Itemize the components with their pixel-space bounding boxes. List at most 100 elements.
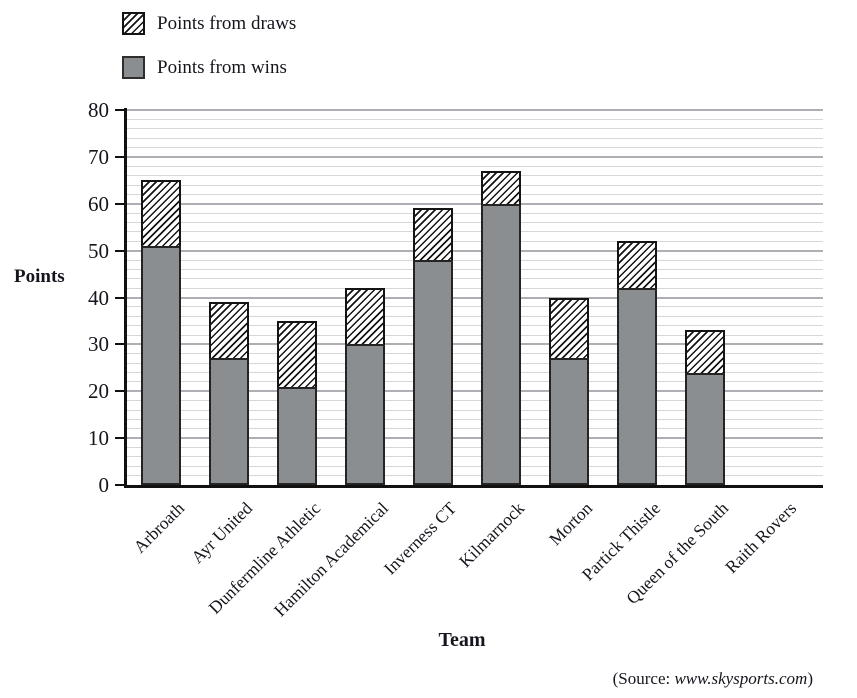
y-axis-tick-30 (115, 343, 127, 346)
bar-segment-draws-kilmarnock (480, 170, 521, 204)
major-gridline-20 (127, 390, 823, 393)
minor-gridline-78 (127, 118, 823, 120)
x-axis-line (124, 485, 823, 488)
major-gridline-50 (127, 249, 823, 252)
minor-gridline-12 (127, 428, 823, 430)
minor-gridline-16 (127, 409, 823, 411)
minor-gridline-66 (127, 175, 823, 177)
bar-segment-draws-morton (548, 297, 589, 359)
y-tick-label-40: 40 (88, 285, 109, 310)
bar-segment-wins-arbroath (140, 245, 181, 485)
minor-gridline-72 (127, 147, 823, 148)
major-gridline-30 (127, 343, 823, 346)
minor-gridline-52 (127, 240, 823, 242)
bar-segment-wins-hamilton-academical (344, 344, 385, 485)
major-gridline-40 (127, 296, 823, 299)
minor-gridline-68 (127, 165, 823, 167)
major-gridline-60 (127, 202, 823, 205)
bar-segment-draws-dunfermline-athletic (276, 320, 317, 387)
bar-arbroath (140, 180, 181, 485)
minor-gridline-44 (127, 278, 823, 280)
minor-gridline-24 (127, 372, 823, 373)
minor-gridline-26 (127, 362, 823, 364)
minor-gridline-54 (127, 231, 823, 233)
y-tick-label-20: 20 (88, 379, 109, 404)
minor-gridline-42 (127, 287, 823, 289)
minor-gridline-6 (127, 456, 823, 458)
bar-segment-draws-queen-of-the-south (684, 330, 725, 373)
bar-morton (548, 297, 589, 485)
minor-gridline-2 (127, 475, 823, 477)
minor-gridline-4 (127, 465, 823, 467)
y-tick-label-10: 10 (88, 426, 109, 451)
legend-item-wins: Points from wins (122, 56, 287, 79)
y-tick-label-0: 0 (98, 473, 110, 497)
minor-gridline-56 (127, 222, 823, 223)
minor-gridline-46 (127, 268, 823, 270)
bar-queen-of-the-south (684, 330, 725, 485)
minor-gridline-62 (127, 193, 823, 195)
bar-kilmarnock (480, 170, 521, 485)
y-tick-label-70: 70 (88, 144, 109, 169)
bar-segment-draws-ayr-united (208, 302, 249, 359)
bar-hamilton-academical (344, 288, 385, 485)
minor-gridline-58 (127, 212, 823, 214)
y-axis-title: Points (14, 266, 65, 287)
y-axis-tick-20 (115, 390, 127, 393)
bar-segment-wins-ayr-united (208, 358, 249, 485)
x-axis-title: Team (438, 629, 486, 651)
legend-swatch-wins-solid (122, 56, 145, 79)
bar-segment-draws-hamilton-academical (344, 288, 385, 345)
minor-gridline-36 (127, 315, 823, 317)
legend-item-draws: Points from draws (122, 12, 296, 35)
y-axis-tick-70 (115, 155, 127, 158)
bar-segment-wins-queen-of-the-south (684, 372, 725, 485)
minor-gridline-14 (127, 418, 823, 420)
y-tick-label-30: 30 (88, 332, 109, 357)
minor-gridline-38 (127, 306, 823, 308)
y-axis-tick-10 (115, 437, 127, 440)
bar-segment-wins-kilmarnock (480, 203, 521, 485)
bar-segment-draws-inverness-ct (412, 208, 453, 260)
source-suffix: ) (807, 669, 813, 688)
bar-segment-wins-dunfermline-athletic (276, 386, 317, 485)
plot-area: 0 10 20 30 40 50 60 70 80 Arbroath Ayr United Dunfe… (88, 99, 823, 620)
bar-segment-wins-morton (548, 358, 589, 485)
bar-segment-draws-arbroath (140, 180, 181, 246)
minor-gridline-48 (127, 259, 823, 261)
source-prefix: (Source: (612, 669, 675, 688)
y-axis-tick-50 (115, 249, 127, 252)
minor-gridline-64 (127, 184, 823, 186)
y-tick-label-50: 50 (88, 238, 109, 263)
bar-segment-wins-partick-thistle (616, 288, 657, 485)
major-gridline-80 (127, 109, 823, 111)
bar-segment-wins-inverness-ct (412, 260, 453, 485)
source-url: www.skysports.com (674, 669, 808, 688)
minor-gridline-18 (127, 400, 823, 402)
y-axis-tick-0 (115, 484, 127, 486)
legend-swatch-draws-hatch (122, 12, 145, 35)
bar-partick-thistle (616, 241, 657, 485)
legend-label-wins: Points from wins (157, 56, 287, 78)
y-axis-tick-80 (115, 109, 127, 111)
bar-inverness-ct (412, 208, 453, 485)
y-axis-tick-60 (115, 202, 127, 205)
minor-gridline-8 (127, 447, 823, 448)
bar-ayr-united (208, 302, 249, 485)
major-gridline-70 (127, 155, 823, 158)
bar-segment-draws-partick-thistle (616, 241, 657, 289)
minor-gridline-34 (127, 325, 823, 327)
source-credit: (Source: www.skysports.com) (613, 669, 813, 689)
legend-label-draws: Points from draws (157, 12, 297, 34)
minor-gridline-22 (127, 381, 823, 383)
y-tick-label-80: 80 (88, 98, 109, 122)
minor-gridline-28 (127, 353, 823, 355)
y-axis-tick-40 (115, 296, 127, 299)
minor-gridline-32 (127, 334, 823, 336)
minor-gridline-74 (127, 137, 823, 139)
y-tick-label-60: 60 (88, 191, 109, 216)
bar-dunfermline-athletic (276, 320, 317, 485)
major-gridline-10 (127, 437, 823, 440)
minor-gridline-76 (127, 128, 823, 130)
